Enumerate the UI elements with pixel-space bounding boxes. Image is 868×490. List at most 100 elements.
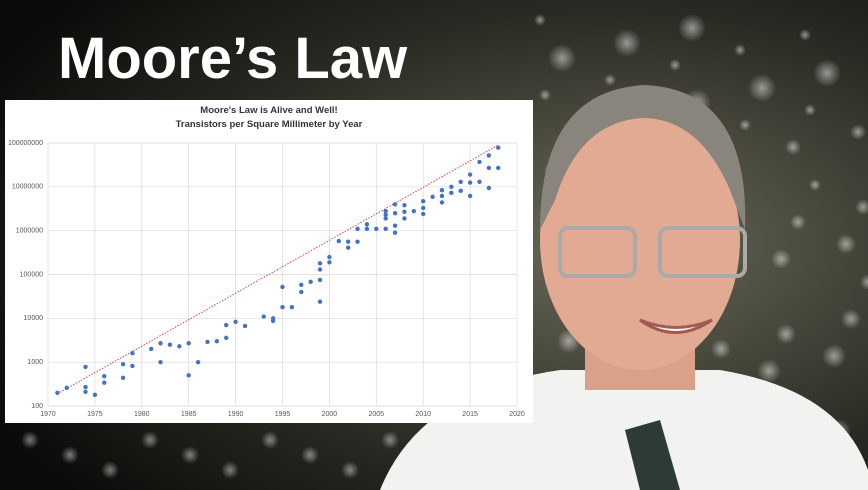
y-tick-label: 1000 bbox=[27, 359, 43, 366]
point bbox=[242, 323, 248, 329]
bokeh-dot bbox=[101, 461, 119, 479]
point bbox=[421, 211, 426, 217]
heading: Moore’s Law bbox=[58, 26, 408, 91]
point bbox=[364, 226, 370, 232]
y-tick-label: 100000000 bbox=[8, 140, 43, 147]
point bbox=[392, 223, 398, 228]
bokeh-dot bbox=[813, 59, 841, 87]
bokeh-dot bbox=[804, 104, 816, 116]
point bbox=[467, 172, 473, 177]
bokeh-dot bbox=[855, 199, 868, 215]
point bbox=[439, 200, 445, 205]
point bbox=[383, 216, 388, 221]
bokeh-dot bbox=[757, 359, 781, 383]
y-tick-label: 1000000 bbox=[16, 228, 43, 235]
bokeh-dot bbox=[771, 249, 791, 269]
point bbox=[383, 226, 388, 232]
point bbox=[345, 239, 351, 244]
bokeh-dot bbox=[841, 309, 861, 329]
point bbox=[402, 216, 407, 221]
bokeh-dot bbox=[678, 14, 706, 42]
bokeh-dot bbox=[21, 431, 39, 449]
bokeh-dot bbox=[785, 139, 801, 155]
bokeh-dot bbox=[799, 29, 811, 41]
point bbox=[186, 341, 191, 346]
y-tick-label: 10000000 bbox=[12, 184, 43, 191]
bokeh-dot bbox=[748, 74, 776, 102]
bokeh-dot bbox=[613, 29, 641, 57]
x-tick-label: 1985 bbox=[181, 411, 197, 418]
x-tick-label: 2005 bbox=[369, 411, 385, 418]
chart-background bbox=[5, 100, 533, 423]
bokeh-dot bbox=[221, 461, 239, 479]
chart-title: Moore's Law is Alive and Well! bbox=[200, 105, 337, 116]
point bbox=[467, 193, 473, 199]
x-tick-label: 2000 bbox=[322, 411, 338, 418]
point bbox=[467, 180, 473, 185]
point bbox=[83, 384, 88, 390]
point bbox=[205, 339, 210, 345]
point bbox=[224, 322, 229, 328]
point bbox=[83, 364, 88, 370]
bokeh-dot bbox=[790, 214, 806, 230]
bokeh-dot bbox=[776, 324, 796, 344]
bokeh-dot bbox=[261, 431, 279, 449]
bokeh-dot bbox=[822, 344, 846, 368]
point bbox=[177, 344, 182, 349]
bokeh-dot bbox=[301, 446, 319, 464]
point bbox=[130, 363, 135, 369]
point bbox=[392, 202, 398, 207]
bokeh-dot bbox=[711, 339, 731, 359]
point bbox=[233, 319, 238, 325]
x-tick-label: 2010 bbox=[415, 411, 431, 418]
x-tick-label: 1980 bbox=[134, 411, 150, 418]
point bbox=[270, 318, 276, 324]
x-tick-label: 2015 bbox=[462, 411, 478, 418]
point bbox=[130, 351, 135, 356]
point bbox=[224, 335, 229, 340]
plot: 100 1000 10000 100000 1000000 10000000 1000000… bbox=[8, 140, 525, 418]
x-tick-label: 1990 bbox=[228, 411, 244, 418]
x-tick-label: 1995 bbox=[275, 411, 291, 418]
point bbox=[355, 226, 360, 232]
bokeh-dot bbox=[860, 274, 868, 290]
bokeh-dot bbox=[809, 179, 821, 191]
point bbox=[317, 261, 323, 266]
point bbox=[439, 193, 445, 199]
point bbox=[120, 375, 126, 380]
point bbox=[421, 199, 426, 204]
bokeh-dot bbox=[61, 446, 79, 464]
point bbox=[430, 194, 435, 200]
point bbox=[55, 390, 60, 396]
point bbox=[383, 208, 388, 214]
point bbox=[158, 359, 163, 365]
point bbox=[486, 185, 492, 191]
point bbox=[280, 284, 285, 290]
x-tick-label: 1975 bbox=[87, 411, 103, 418]
point bbox=[496, 145, 501, 150]
point bbox=[402, 209, 407, 214]
point bbox=[102, 380, 107, 385]
point bbox=[120, 361, 126, 367]
point bbox=[439, 187, 445, 193]
point bbox=[158, 341, 163, 346]
point bbox=[308, 279, 313, 285]
point bbox=[392, 230, 398, 235]
point bbox=[477, 179, 482, 185]
point bbox=[317, 277, 323, 283]
point bbox=[374, 226, 379, 232]
point bbox=[383, 212, 388, 218]
point bbox=[167, 342, 173, 347]
point bbox=[392, 211, 398, 216]
point bbox=[486, 153, 492, 158]
x-tick-label: 2020 bbox=[509, 411, 525, 418]
point bbox=[477, 159, 482, 165]
chart-subtitle: Transistors per Square Millimeter by Yea… bbox=[176, 119, 363, 130]
point bbox=[458, 188, 463, 194]
point bbox=[280, 304, 285, 310]
point bbox=[449, 184, 454, 190]
bokeh-dot bbox=[539, 89, 551, 101]
point bbox=[336, 238, 341, 244]
point bbox=[327, 254, 332, 260]
